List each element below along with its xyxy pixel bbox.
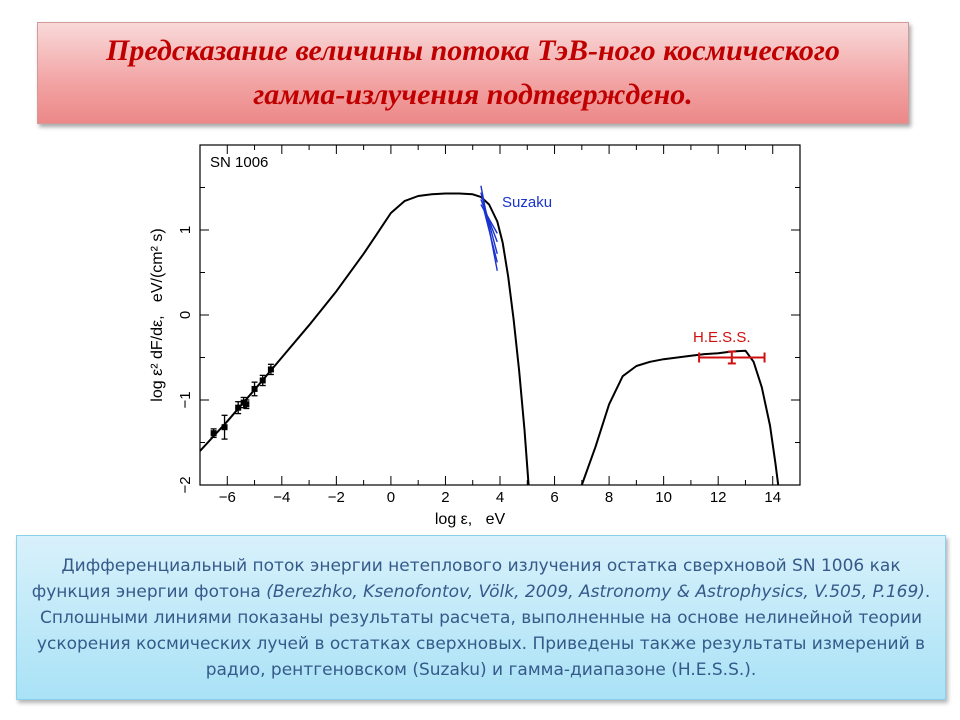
chart-title: SN 1006 <box>210 154 268 171</box>
x-axis-label: log ε, eV <box>435 511 506 528</box>
x-tick-label: −2 <box>328 489 345 506</box>
caption-citation: (Berezhko, Ksenofontov, Völk, 2009, Astr… <box>266 581 925 602</box>
x-tick-label: −6 <box>219 489 236 506</box>
x-tick-label: 8 <box>605 489 613 506</box>
x-tick-label: 12 <box>710 489 727 506</box>
slide-title: Предсказание величины потока ТэВ-ного ко… <box>106 34 840 111</box>
axis-ticks: −6 −4 −2 0 2 4 6 8 10 12 14 −2 −1 0 1 <box>177 145 801 506</box>
suzaku-label: Suzaku <box>502 194 552 211</box>
x-tick-label: 6 <box>550 489 558 506</box>
model-curves <box>199 192 780 486</box>
radio-point <box>251 385 258 392</box>
radio-point <box>210 430 217 437</box>
caption: Дифференциальный поток энергии нетеплово… <box>31 553 931 683</box>
suzaku-line <box>480 199 498 243</box>
model-curve-model-inverse-compton <box>580 349 780 486</box>
data-points <box>210 185 766 440</box>
x-tick-label: −4 <box>273 489 290 506</box>
y-tick-label: 0 <box>177 311 194 319</box>
x-tick-label: 0 <box>387 489 395 506</box>
x-tick-label: 2 <box>441 489 449 506</box>
y-tick-label: 1 <box>177 226 194 234</box>
title-banner: Предсказание величины потока ТэВ-ного ко… <box>37 22 909 124</box>
x-tick-label: 4 <box>496 489 504 506</box>
y-axis-label: log ε² dF/dε, eV/(cm² s) <box>149 228 166 401</box>
chart-svg: −6 −4 −2 0 2 4 6 8 10 12 14 −2 −1 0 1 SN 1006 Suzaku H… <box>149 144 801 528</box>
y-tick-label: −2 <box>177 476 194 493</box>
x-tick-label: 14 <box>764 489 781 506</box>
radio-point <box>267 366 274 373</box>
radio-point <box>235 404 242 411</box>
x-tick-label: 10 <box>655 489 672 506</box>
y-tick-label: −1 <box>177 391 194 408</box>
caption-box: Дифференциальный поток энергии нетеплово… <box>16 535 946 700</box>
radio-point <box>221 424 228 431</box>
radio-point <box>259 377 266 384</box>
model-curve-model-synchrotron <box>199 192 530 486</box>
sed-chart: −6 −4 −2 0 2 4 6 8 10 12 14 −2 −1 0 1 SN 1006 Suzaku H… <box>140 135 820 530</box>
suzaku-line <box>482 208 498 263</box>
radio-point <box>243 401 250 408</box>
suzaku-line <box>480 192 498 254</box>
caption-text-1: Дифференциальный поток энергии нетеплово… <box>31 555 901 602</box>
hess-label: H.E.S.S. <box>693 329 751 346</box>
caption-text-2: . Сплошными линиями показаны результаты … <box>36 581 931 680</box>
plot-frame <box>199 144 801 486</box>
